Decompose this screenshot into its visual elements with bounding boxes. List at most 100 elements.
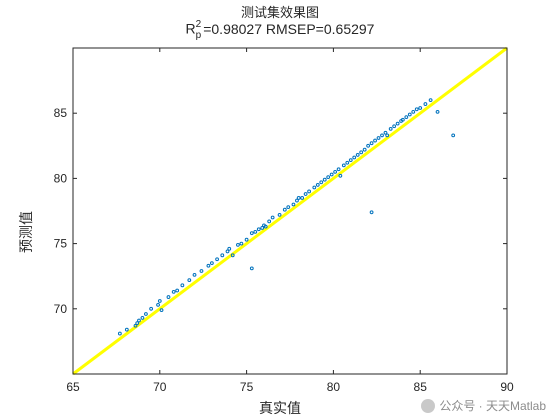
x-tick-label: 65: [66, 380, 80, 394]
plot-box: [72, 47, 508, 375]
data-point: [418, 106, 423, 110]
r2-sup: 2: [195, 19, 202, 30]
data-point: [260, 226, 265, 230]
data-point: [277, 213, 282, 217]
data-point: [140, 316, 145, 320]
r2-prefix: R: [185, 20, 196, 37]
data-point: [137, 318, 141, 323]
watermark-text: 公众号 · 天天Matlab: [439, 399, 546, 413]
r2-sub: p: [195, 30, 202, 41]
data-point: [256, 227, 261, 232]
data-point: [253, 229, 258, 234]
r2-metrics: =0.98027 RMSEP=0.65297: [203, 20, 375, 37]
data-point: [385, 133, 390, 138]
data-point: [411, 109, 416, 114]
data-point: [239, 241, 244, 246]
chart-subtitle: R2 p =0.98027 RMSEP=0.65297: [0, 19, 560, 41]
wechat-icon: [421, 398, 436, 413]
data-point: [206, 263, 211, 268]
data-point: [144, 312, 148, 316]
data-point: [392, 124, 397, 129]
data-point: [352, 155, 357, 160]
data-point: [348, 158, 353, 163]
data-point: [428, 98, 433, 103]
y-tick-label: 80: [54, 171, 68, 185]
data-point: [187, 278, 192, 283]
data-point: [315, 183, 320, 187]
data-point: [175, 288, 180, 293]
data-point: [282, 207, 287, 212]
data-point: [336, 167, 341, 172]
data-point: [362, 147, 367, 152]
data-point: [366, 143, 371, 148]
x-tick-label: 75: [240, 380, 254, 394]
data-point: [423, 102, 428, 106]
data-point: [244, 237, 249, 242]
y-tick-label: 70: [54, 302, 68, 316]
data-point: [157, 299, 162, 303]
data-point: [303, 192, 308, 196]
x-axis-label: 真实值: [259, 401, 301, 417]
data-point: [333, 169, 338, 174]
x-tick-label: 80: [327, 380, 341, 394]
data-point: [270, 215, 275, 220]
data-point: [435, 109, 440, 114]
data-point: [404, 115, 409, 120]
data-point: [376, 136, 381, 140]
data-point: [215, 257, 219, 262]
data-point: [159, 308, 164, 313]
data-point: [267, 219, 272, 224]
data-point: [345, 160, 350, 165]
data-point: [286, 205, 291, 209]
data-point: [400, 117, 405, 122]
data-point: [373, 138, 377, 143]
data-point: [319, 180, 324, 185]
data-point: [220, 253, 225, 258]
fit-line: [72, 46, 508, 376]
data-point: [300, 196, 305, 200]
data-point: [249, 231, 254, 236]
x-tick-label: 85: [414, 380, 428, 394]
data-point: [326, 175, 331, 179]
data-point: [296, 196, 301, 200]
data-point: [414, 107, 419, 112]
data-point: [249, 266, 254, 271]
data-point: [395, 121, 400, 126]
data-point: [359, 150, 364, 155]
data-point: [227, 246, 232, 251]
data-point: [380, 133, 384, 138]
data-point: [355, 153, 360, 157]
y-axis-label: 预测值: [19, 211, 35, 253]
data-point: [192, 272, 197, 277]
data-point: [291, 202, 296, 207]
data-point: [156, 302, 160, 307]
data-point: [383, 130, 388, 135]
data-point: [149, 306, 154, 311]
data-point: [135, 321, 140, 326]
data-point: [171, 289, 176, 294]
data-point: [117, 331, 122, 336]
data-point: [369, 141, 374, 146]
x-tick-label: 90: [500, 380, 514, 394]
data-point: [407, 112, 412, 117]
data-point: [341, 163, 346, 168]
data-point: [209, 261, 214, 266]
watermark: 公众号 · 天天Matlab: [421, 397, 546, 414]
data-point: [236, 243, 240, 247]
chart-title: 测试集效果图: [240, 6, 319, 21]
data-point: [338, 173, 343, 178]
data-point: [369, 210, 374, 215]
data-point: [388, 126, 393, 131]
data-point: [180, 283, 185, 288]
data-point: [329, 172, 334, 177]
data-point: [225, 249, 230, 254]
data-point: [133, 323, 138, 328]
data-point: [322, 177, 327, 182]
data-point: [166, 295, 171, 299]
data-point: [312, 185, 317, 190]
data-point: [451, 133, 456, 138]
data-point: [263, 224, 268, 229]
